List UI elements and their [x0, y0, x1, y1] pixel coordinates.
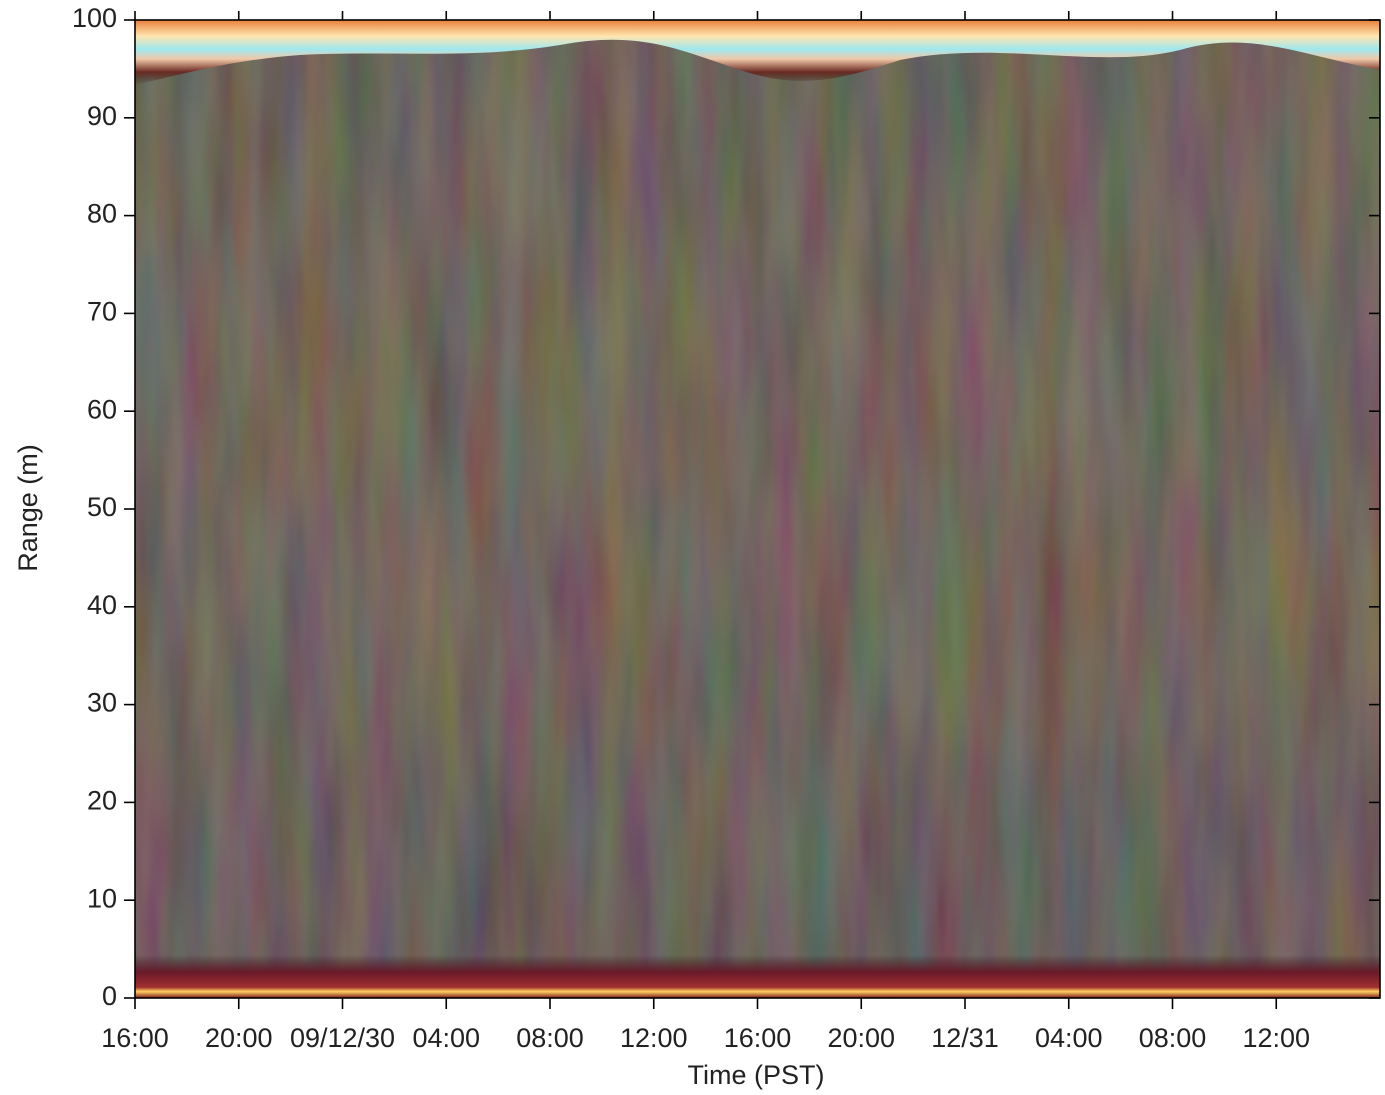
y-tick-label: 20 [87, 786, 117, 816]
x-tick-label: 04:00 [1035, 1023, 1103, 1053]
y-axis-label: Range (m) [13, 444, 43, 572]
x-axis-label: Time (PST) [688, 1060, 825, 1090]
y-tick-label: 60 [87, 394, 117, 424]
y-tick-label: 80 [87, 199, 117, 229]
x-tick-label: 09/12/30 [290, 1023, 395, 1053]
y-tick-label: 40 [87, 590, 117, 620]
x-tick-label: 12:00 [1242, 1023, 1310, 1053]
x-tick-label: 16:00 [724, 1023, 792, 1053]
echogram-image [135, 20, 1380, 998]
y-tick-label: 30 [87, 688, 117, 718]
x-tick-label: 08:00 [1139, 1023, 1207, 1053]
x-tick-label: 16:00 [101, 1023, 169, 1053]
y-tick-label: 50 [87, 492, 117, 522]
x-tick-label: 08:00 [516, 1023, 584, 1053]
y-tick-label: 10 [87, 883, 117, 913]
x-tick-label: 04:00 [412, 1023, 480, 1053]
x-tick-label: 12/31 [931, 1023, 999, 1053]
x-tick-label: 12:00 [620, 1023, 688, 1053]
y-tick-label: 70 [87, 297, 117, 327]
y-tick-label: 100 [72, 3, 117, 33]
y-tick-label: 90 [87, 101, 117, 131]
y-tick-label: 0 [102, 981, 117, 1011]
x-tick-label: 20:00 [205, 1023, 273, 1053]
x-tick-label: 20:00 [827, 1023, 895, 1053]
